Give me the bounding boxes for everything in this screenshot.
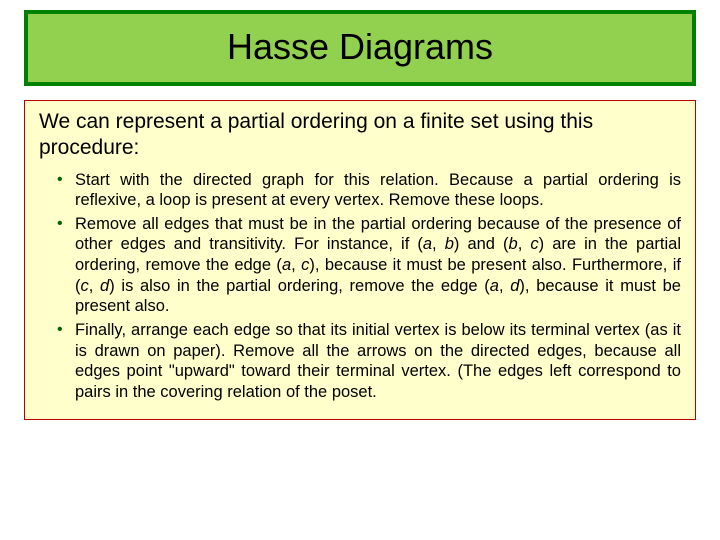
title-box: Hasse Diagrams [24, 10, 696, 86]
intro-text: We can represent a partial ordering on a… [39, 109, 681, 162]
list-item: Start with the directed graph for this r… [57, 170, 681, 211]
content-box: We can represent a partial ordering on a… [24, 100, 696, 420]
list-item: Finally, arrange each edge so that its i… [57, 320, 681, 403]
page-title: Hasse Diagrams [38, 26, 682, 68]
bullet-list: Start with the directed graph for this r… [39, 170, 681, 403]
list-item: Remove all edges that must be in the par… [57, 214, 681, 317]
